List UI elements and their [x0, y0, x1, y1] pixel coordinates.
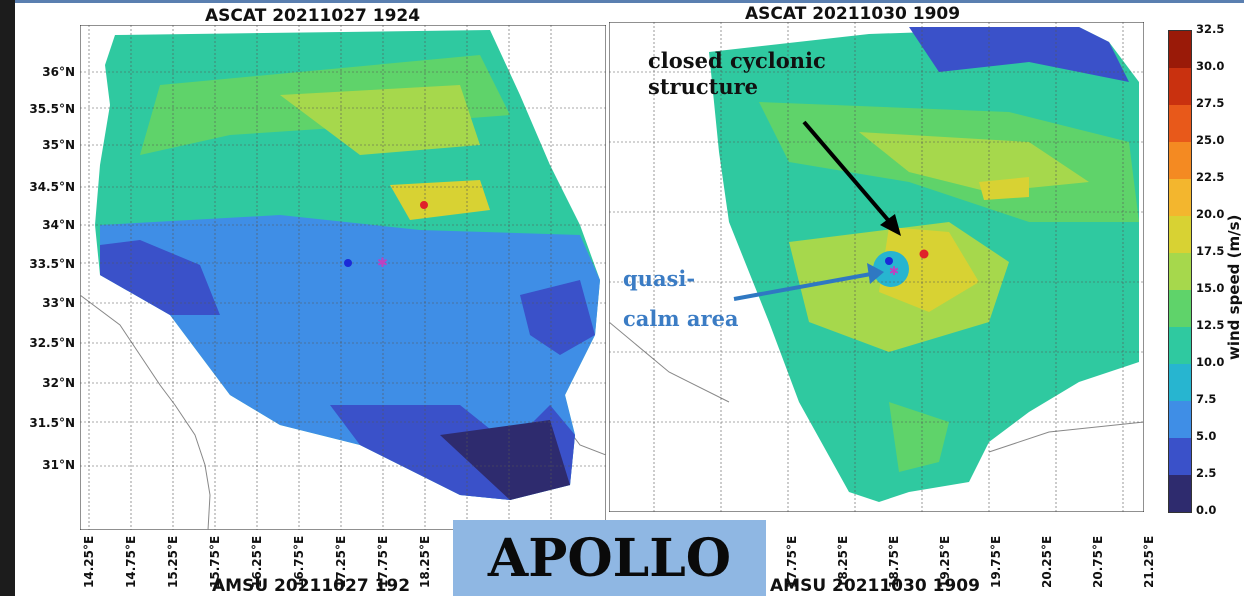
y-tick-label: 33.5°N [29, 257, 75, 271]
colorbar-tick-label: 25.0 [1196, 133, 1225, 147]
annotation-line: structure [648, 74, 759, 99]
x-tick-label: 21.25°E [1142, 535, 1156, 588]
colorbar-segment [1169, 401, 1191, 438]
x-tick-label: 18.25°E [418, 535, 432, 588]
y-tick-label: 35°N [42, 138, 75, 152]
y-tick-label: 35.5°N [29, 102, 75, 116]
y-tick-label: 31°N [42, 458, 75, 472]
colorbar-tick-label: 0.0 [1196, 503, 1217, 517]
annotation-quasi-calm: quasi- calm area [623, 266, 739, 332]
colorbar-tick-label: 7.5 [1196, 392, 1217, 406]
colorbar-segment [1169, 142, 1191, 179]
annotation-closed-cyclonic: closed cyclonic structure [648, 48, 826, 100]
colorbar-segment [1169, 31, 1191, 68]
x-tick-label: 20.75°E [1091, 535, 1105, 588]
colorbar-tick-label: 27.5 [1196, 96, 1225, 110]
svg-text:✱: ✱ [889, 264, 899, 278]
colorbar-tick-label: 15.0 [1196, 281, 1225, 295]
colorbar-segment [1169, 290, 1191, 327]
y-tick-label: 34°N [42, 218, 75, 232]
colorbar-tick-label: 5.0 [1196, 429, 1217, 443]
colorbar-label: wind speed (m/s) [1225, 214, 1243, 360]
colorbar-tick-label: 17.5 [1196, 244, 1225, 258]
amsu-title-left: AMSU 20211027 192 [212, 576, 411, 596]
colorbar-segment [1169, 327, 1191, 364]
colorbar-segment [1169, 475, 1191, 512]
x-tick-label: 19.75°E [989, 535, 1003, 588]
frame-border [15, 0, 1244, 3]
y-tick-label: 32.5°N [29, 336, 75, 350]
colorbar-segment [1169, 68, 1191, 105]
amsu-title-right: AMSU 20211030 1909 [770, 576, 980, 596]
colorbar-tick-label: 2.5 [1196, 466, 1217, 480]
colorbar-tick-label: 22.5 [1196, 170, 1225, 184]
apollo-banner: APOLLO [453, 520, 766, 596]
x-tick-label: 14.25°E [82, 535, 96, 588]
colorbar-segment [1169, 364, 1191, 401]
colorbar [1168, 30, 1192, 513]
colorbar-segment [1169, 105, 1191, 142]
colorbar-tick-label: 32.5 [1196, 22, 1225, 36]
x-tick-label: 20.25°E [1040, 535, 1054, 588]
annotation-line: closed cyclonic [648, 48, 826, 73]
colorbar-segment [1169, 438, 1191, 475]
y-tick-label: 32°N [42, 376, 75, 390]
map-right: ✱ [609, 22, 1144, 512]
panel-title-right: ASCAT 20211030 1909 [745, 4, 961, 24]
x-tick-label: 15.25°E [166, 535, 180, 588]
colorbar-segment [1169, 179, 1191, 216]
colorbar-tick-label: 30.0 [1196, 59, 1225, 73]
y-tick-label: 34.5°N [29, 180, 75, 194]
panel-title-left: ASCAT 20211027 1924 [205, 6, 421, 26]
colorbar-tick-label: 10.0 [1196, 355, 1225, 369]
colorbar-segment [1169, 216, 1191, 253]
colorbar-tick-label: 20.0 [1196, 207, 1225, 221]
colorbar-segment [1169, 253, 1191, 290]
svg-text:✱: ✱ [377, 256, 388, 271]
y-tick-label: 36°N [42, 65, 75, 79]
annotation-line: calm area [623, 306, 739, 331]
y-tick-label: 31.5°N [29, 416, 75, 430]
annotation-line: quasi- [623, 266, 696, 291]
colorbar-tick-label: 12.5 [1196, 318, 1225, 332]
map-left: ✱ [80, 25, 606, 530]
y-tick-label: 33°N [42, 296, 75, 310]
x-tick-label: 14.75°E [124, 535, 138, 588]
